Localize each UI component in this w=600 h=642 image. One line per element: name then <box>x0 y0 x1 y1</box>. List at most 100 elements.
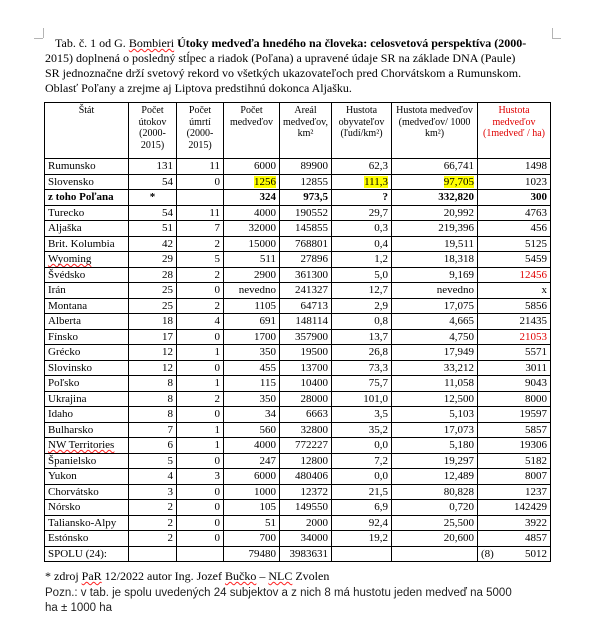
cell-text: NW Territories <box>48 439 115 451</box>
cell-value: 8 <box>128 375 177 392</box>
cell-text: 28000 <box>300 392 329 405</box>
cell-value: 7 <box>176 220 224 237</box>
cell-text: 101,0 <box>363 392 388 405</box>
cell-text: 25,500 <box>443 516 474 529</box>
cell-text: 7 <box>214 222 221 234</box>
cell-value: ? <box>331 189 392 206</box>
cell-value: 4763 <box>477 204 551 221</box>
cell-text: 1 <box>214 423 221 436</box>
cell-value: * <box>128 189 177 206</box>
footnote-text: 12/2022 autor Ing. Jozef <box>101 569 225 583</box>
cell-text: Fínsko <box>48 330 78 343</box>
cell-value: 12372 <box>279 483 332 500</box>
cell-text: 0 <box>214 330 221 343</box>
cell-value: 4857 <box>477 530 551 547</box>
cell-text: 4,750 <box>449 330 474 343</box>
cell-text: 5182 <box>525 454 547 467</box>
cell-value: 2 <box>176 390 224 407</box>
cell-text: 1 <box>214 377 221 389</box>
cell-text: 17,075 <box>443 299 474 312</box>
cell-text: 42 <box>162 237 173 250</box>
cell-text: 1256 <box>254 175 276 188</box>
cell-text: 2 <box>167 516 174 529</box>
cell-text: 5459 <box>525 253 547 265</box>
cell-text: 1105 <box>254 299 276 312</box>
cell-value: 2 <box>128 499 177 516</box>
cell-text: 5 <box>214 253 221 265</box>
cell-text: 2 <box>167 501 174 513</box>
cell-value: 26,8 <box>331 344 392 361</box>
cell-text: Wyoming <box>48 253 92 265</box>
cell-text: 511 <box>259 253 276 265</box>
cell-text: 4857 <box>525 532 547 544</box>
cell-value: (8) 5012 <box>477 545 551 562</box>
cell-value: 2 <box>176 235 224 252</box>
cell-value: 12800 <box>279 452 332 469</box>
cell-text: 12372 <box>300 485 329 498</box>
cell-text: 13,7 <box>368 330 388 343</box>
caption-text: Tab. č. 1 od G. <box>55 36 129 50</box>
column-header: Počet úmrtí (2000-2015) <box>176 102 224 159</box>
cell-text: 241327 <box>295 284 328 296</box>
cell-text: 560 <box>259 423 277 436</box>
cell-value: 3983631 <box>279 545 332 562</box>
misspelled-word: NLC <box>268 569 293 583</box>
cell-text: 0 <box>214 532 221 544</box>
cell-value: 768801 <box>279 235 332 252</box>
cell-text: Idaho <box>48 408 74 420</box>
cell-text: 11 <box>209 160 220 172</box>
source-footnote: * zdroj PaR 12/2022 autor Ing. Jozef Buč… <box>45 569 329 584</box>
cell-text: 29,7 <box>368 206 388 219</box>
cell-text: 12,500 <box>443 392 474 405</box>
cell-value: 19306 <box>477 437 551 454</box>
cell-value: 15000 <box>223 235 280 252</box>
cell-text: 5 <box>167 454 174 467</box>
cell-text: 324 <box>259 191 277 203</box>
cell-text: 17,949 <box>443 346 474 358</box>
cell-value: 97,705 <box>391 173 478 190</box>
cell-value: 5571 <box>477 344 551 361</box>
cell-value: 6000 <box>223 468 280 485</box>
cell-value: 2,9 <box>331 297 392 314</box>
cell-value: 54 <box>128 204 177 221</box>
cell-value: 92,4 <box>331 514 392 531</box>
cell-text: 772227 <box>295 439 328 451</box>
cell-text: 12 <box>162 346 173 358</box>
cell-value: 10400 <box>279 375 332 392</box>
cell-text: 1,2 <box>374 253 388 265</box>
cell-value: 13700 <box>279 359 332 376</box>
cell-value: 12 <box>128 344 177 361</box>
cell-value: 79480 <box>223 545 280 562</box>
cell-text: 3983631 <box>289 547 329 560</box>
cell-text: 35,2 <box>368 423 388 436</box>
cell-text: 32800 <box>300 423 329 436</box>
cell-value: 29,7 <box>331 204 392 221</box>
table-row: Brit. Kolumbia 42 2 15000 768801 0,4 19,511 512… <box>44 235 551 252</box>
cell-value: 5 <box>176 251 224 268</box>
cell-value: 1256 <box>223 173 280 190</box>
cell-text: 5,180 <box>449 439 474 451</box>
cell-text: Aljaška <box>48 222 82 234</box>
table-row: z toho Poľana * 324 973,5? 332,820 300 <box>44 189 551 206</box>
cell-text: 97,705 <box>443 175 474 188</box>
cell-value: 5125 <box>477 235 551 252</box>
table-row: Turecko 54 11 4000 190552 29,7 20,992 4763 <box>44 204 551 221</box>
cell-text: 2000 <box>306 516 328 529</box>
cell-value: 64713 <box>279 297 332 314</box>
cell-value: 772227 <box>279 437 332 454</box>
cell-state-name: Grécko <box>44 344 129 361</box>
cell-value: 34000 <box>279 530 332 547</box>
cell-value: 511 <box>223 251 280 268</box>
cell-text: 64713 <box>300 299 329 312</box>
cell-text: 2 <box>214 268 221 281</box>
cell-text: 1700 <box>254 330 276 343</box>
column-header: Hustota obyvateľov (ľudí/km²) <box>331 102 392 159</box>
cell-state-name: Fínsko <box>44 328 129 345</box>
cell-text: 0,8 <box>374 315 388 327</box>
cell-value: 13,7 <box>331 328 392 345</box>
cell-value: nevedno <box>391 282 478 299</box>
cell-value: 4 <box>176 313 224 330</box>
table-row: Alberta 18 4 691 148114 0,8 4,665 21435 <box>44 313 551 330</box>
cell-value: 19,511 <box>391 235 478 252</box>
cell-value: x <box>477 282 551 299</box>
